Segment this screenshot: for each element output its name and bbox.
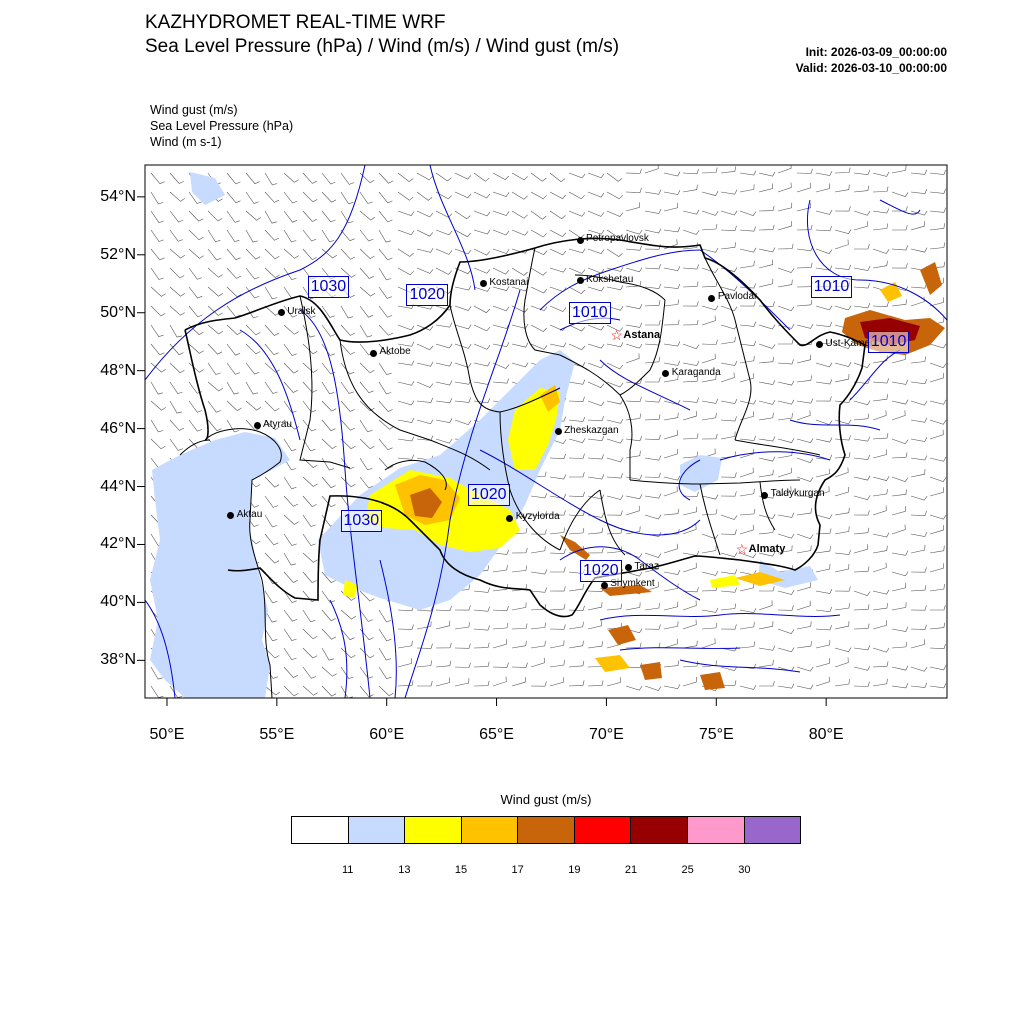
field-label-gust: Wind gust (m/s) [150,103,238,117]
colorbar-swatch [630,817,687,843]
region-borders [299,247,821,556]
city-dot-icon [370,349,377,357]
city-label: Kokshetau [586,273,634,285]
city-label: Aktobe [379,346,411,358]
lat-label: 50°N [100,303,136,321]
lat-label: 54°N [100,187,136,205]
city-label: Zheskazgan [564,424,619,436]
city-label: Taldykurgan [770,488,825,500]
lat-label: 44°N [100,477,136,495]
lon-label: 70°E [588,726,624,743]
city-dot-icon [576,236,584,244]
isobar-label: 1010 [867,330,910,353]
colorbar-label: 17 [511,864,524,876]
city-label: Kostanai [489,276,529,288]
city-label: Ust-Kamen [825,337,876,349]
init-time: Init: 2026-03-09_00:00:00 [805,45,947,59]
country-borders [184,237,866,618]
chart-title: KAZHYDROMET REAL-TIME WRF [145,12,446,33]
colorbar-label: 21 [624,864,638,876]
city-dot-icon [576,277,584,285]
colorbar-swatch [517,817,574,843]
colorbar-swatch [292,817,348,843]
city-dot-icon [761,491,769,499]
city-label: Pavlodar [717,291,758,303]
colorbar-swatch [743,817,801,843]
city-label: Almaty [748,543,786,556]
city-label: Astana [623,328,661,341]
lon-label: 80°E [808,726,844,743]
valid-time: Valid: 2026-03-10_00:00:00 [795,61,947,75]
colorbar-swatch [573,817,631,843]
lat-label: 40°N [100,593,136,611]
field-label-slp: Sea Level Pressure (hPa) [150,119,294,133]
axis-ticks [137,196,827,706]
city-label: Karaganda [671,366,721,378]
colorbar-label: 15 [454,864,468,876]
lon-label: 50°E [149,726,185,743]
lon-label: 75°E [698,726,734,743]
city-label: Kyzylorda [515,511,560,523]
city-dot-icon [227,512,235,519]
colorbar-swatch [404,817,461,843]
city-dot-icon [708,294,716,302]
city-label: Shymkent [610,578,655,590]
city-dot-icon [506,514,514,522]
city-label: Uralsk [287,305,316,317]
isobar-label: 1020 [467,484,510,507]
colorbar-label: 25 [681,864,694,876]
colorbar-swatch [460,817,518,843]
colorbar-swatch [686,817,744,843]
lon-label: 60°E [369,726,405,743]
city-dot-icon [479,280,487,288]
colorbar-label: 30 [738,864,751,876]
city-dot-icon [277,309,285,317]
city-label: Petropavlovsk [586,233,649,245]
chart-subtitle: Sea Level Pressure (hPa) / Wind (m/s) / … [145,36,620,57]
isobar-label: 1010 [569,301,611,324]
lat-label: 48°N [100,361,136,379]
field-label-wind: Wind (m s-1) [150,135,222,149]
isobars [145,165,947,698]
city-dot-icon [253,422,261,430]
colorbar-title: Wind gust (m/s) [500,792,592,807]
lat-label: 38°N [100,651,136,669]
colorbar-label: 11 [341,864,354,876]
coastlines [179,428,447,698]
wind-gust-shading [150,172,945,698]
isobar-label: 1020 [406,284,449,307]
isobar-label: 1020 [580,559,622,582]
city-dot-icon [554,428,562,435]
city-dot-icon [600,581,608,589]
map-frame [144,164,948,699]
lon-label: 65°E [479,726,514,743]
capital-star-icon: ☆ [735,541,749,558]
isobar-label: 1010 [810,275,853,298]
colorbar [291,816,801,844]
city-label: Taraz [634,560,659,572]
city-dot-icon [816,341,824,349]
city-label: Atyrau [263,418,292,430]
isobar-label: 1030 [307,275,350,298]
capital-star-icon: ☆ [610,326,623,343]
lat-label: 46°N [100,419,136,437]
colorbar-label: 19 [568,864,581,876]
colorbar-swatch [347,817,405,843]
isobar-label: 1030 [340,510,383,533]
lon-label: 55°E [259,726,295,743]
city-label: Aktau [236,508,263,520]
city-dot-icon [624,564,632,572]
city-dot-icon [662,370,670,378]
colorbar-label: 13 [398,864,411,876]
lat-label: 52°N [100,245,136,263]
lat-label: 42°N [100,535,136,553]
